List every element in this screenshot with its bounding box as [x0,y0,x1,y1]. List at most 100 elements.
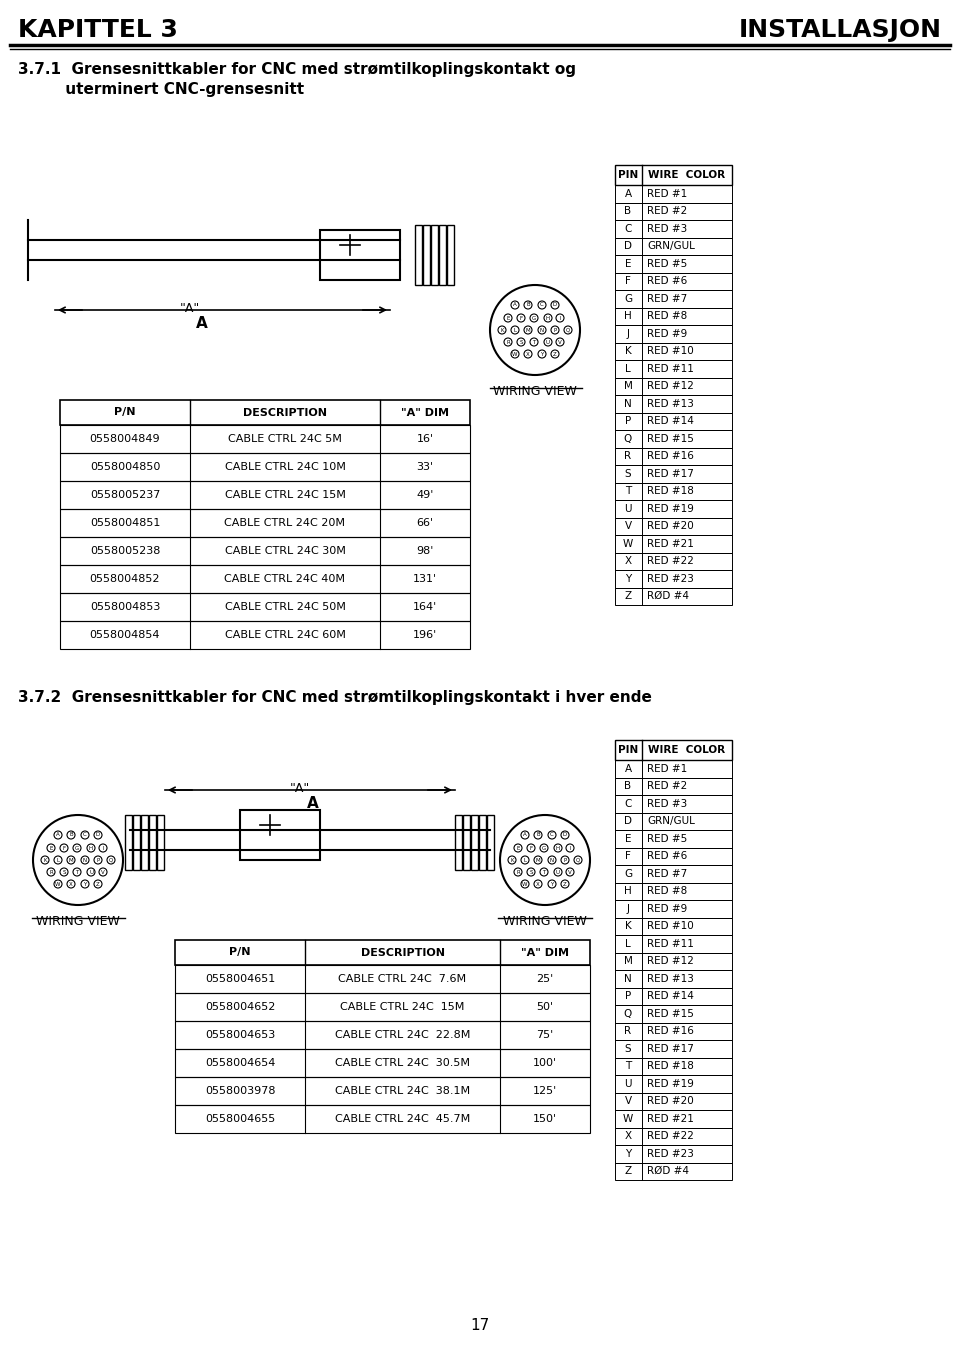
Text: R: R [624,1027,632,1036]
Text: 0558004654: 0558004654 [204,1058,276,1068]
Text: RED #5: RED #5 [647,259,687,268]
Text: U: U [624,1079,632,1089]
Text: RED #17: RED #17 [647,1044,694,1054]
Text: CABLE CTRL 24C  45.7M: CABLE CTRL 24C 45.7M [335,1114,470,1124]
Text: S: S [625,1044,632,1054]
Text: "A": "A" [290,782,310,795]
Text: RED #11: RED #11 [647,364,694,374]
Text: V: V [568,870,572,874]
Text: R: R [624,452,632,461]
Text: "A": "A" [180,302,200,316]
Text: 150': 150' [533,1114,557,1124]
Text: RED #10: RED #10 [647,921,694,931]
Text: H: H [546,316,550,321]
Text: I: I [559,316,561,321]
Text: L: L [514,328,516,332]
Text: RED #3: RED #3 [647,224,687,233]
Text: A: A [523,832,527,838]
Text: WIRING VIEW: WIRING VIEW [36,915,120,928]
Text: CABLE CTRL 24C 40M: CABLE CTRL 24C 40M [225,575,346,584]
Bar [157,815,164,870]
Text: Q: Q [565,328,570,332]
Text: RED #18: RED #18 [647,486,694,496]
Bar [615,202,732,220]
Text: W: W [623,538,634,549]
Text: RED #8: RED #8 [647,312,687,321]
Bar [60,537,470,565]
Text: U: U [89,870,93,874]
Bar [423,225,430,285]
Text: B: B [624,781,632,792]
Bar [60,425,470,453]
Text: E: E [625,834,632,843]
Text: CABLE CTRL 24C 30M: CABLE CTRL 24C 30M [225,546,346,556]
Text: CABLE CTRL 24C  22.8M: CABLE CTRL 24C 22.8M [335,1031,470,1040]
Text: T: T [533,340,536,344]
Bar [60,453,470,482]
Bar [615,571,732,588]
Text: M: M [624,382,633,391]
Text: D: D [553,302,557,308]
Text: RED #10: RED #10 [647,347,694,356]
Text: W: W [513,352,517,356]
Text: T: T [625,486,631,496]
Bar [615,1058,732,1075]
Text: WIRING VIEW: WIRING VIEW [503,915,587,928]
Bar [615,1005,732,1023]
Text: RED #5: RED #5 [647,834,687,843]
Text: DESCRIPTION: DESCRIPTION [243,407,327,417]
Text: E: E [506,316,510,321]
Text: Z: Z [96,881,100,886]
Text: 0558004850: 0558004850 [90,461,160,472]
Bar [615,237,732,255]
Text: K: K [625,921,632,931]
Text: X: X [526,352,530,356]
Text: N: N [83,858,87,862]
Text: 98': 98' [417,546,434,556]
Text: 125': 125' [533,1086,557,1095]
Text: M: M [526,328,530,332]
Text: CABLE CTRL 24C 50M: CABLE CTRL 24C 50M [225,602,346,612]
Text: RED #6: RED #6 [647,851,687,861]
Text: V: V [624,1097,632,1106]
Bar [615,1145,732,1163]
Text: U: U [624,503,632,514]
Text: RED #22: RED #22 [647,1132,694,1141]
Bar [615,325,732,343]
Text: RED #17: RED #17 [647,468,694,479]
Text: RED #9: RED #9 [647,904,687,913]
Text: RED #16: RED #16 [647,452,694,461]
Text: RED #11: RED #11 [647,939,694,948]
Bar [615,360,732,378]
Bar [615,588,732,604]
Bar [479,815,486,870]
Bar [439,225,446,285]
Text: K: K [500,328,504,332]
Bar [175,993,590,1021]
Bar [431,225,438,285]
Bar [455,815,462,870]
Text: Y: Y [625,1149,631,1159]
Text: RED #21: RED #21 [647,1114,694,1124]
Text: RED #8: RED #8 [647,886,687,896]
Text: 25': 25' [537,974,554,983]
Text: N: N [624,399,632,409]
Text: U: U [546,340,550,344]
Text: 0558004651: 0558004651 [204,974,276,983]
Text: RØD #4: RØD #4 [647,591,689,602]
Text: K: K [625,347,632,356]
Text: M: M [624,956,633,966]
Text: 3.7.2  Grensesnittkabler for CNC med strømtilkoplingskontakt i hver ende: 3.7.2 Grensesnittkabler for CNC med strø… [18,689,652,706]
Bar [447,225,454,285]
Text: N: N [540,328,544,332]
Text: B: B [537,832,540,838]
Text: H: H [624,886,632,896]
Text: 0558004853: 0558004853 [90,602,160,612]
Text: B: B [624,206,632,216]
Text: W: W [623,1114,634,1124]
Text: "A" DIM: "A" DIM [401,407,449,417]
Bar [463,815,470,870]
Text: 49': 49' [417,490,434,500]
Text: C: C [624,799,632,809]
Text: I: I [102,846,104,850]
